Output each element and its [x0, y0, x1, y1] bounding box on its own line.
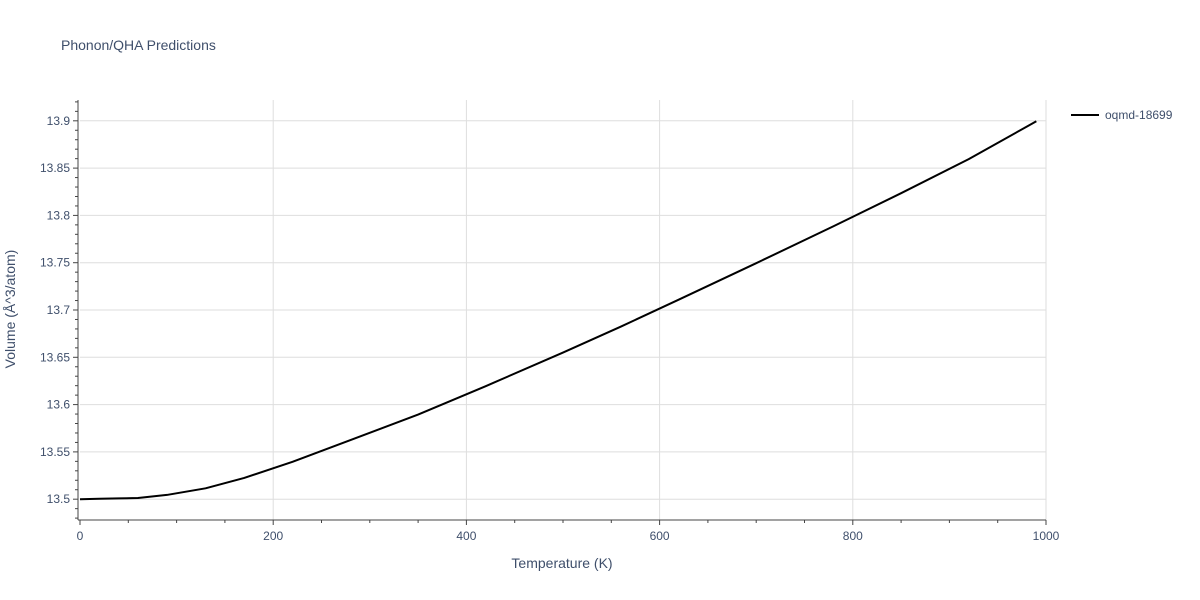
y-axis-title: Volume (Å^3/atom)	[2, 250, 18, 369]
x-tick-label: 1000	[1033, 529, 1060, 543]
y-tick-label: 13.85	[40, 161, 70, 175]
y-tick-label: 13.6	[47, 398, 71, 412]
chart-title: Phonon/QHA Predictions	[61, 37, 216, 53]
x-tick-label: 0	[77, 529, 84, 543]
x-tick-label: 400	[456, 529, 476, 543]
legend-label[interactable]: oqmd-18699	[1105, 108, 1173, 122]
y-tick-label: 13.7	[47, 303, 71, 317]
axes: 0 200 400 600 800 1000 13.5 13.55 13.6 13.65 13.7 1…	[40, 100, 1060, 543]
x-tick-label: 200	[263, 529, 283, 543]
y-tick-label: 13.8	[47, 208, 71, 222]
grid	[80, 100, 1047, 520]
series-layer	[79, 120, 1037, 501]
x-axis-title: Temperature (K)	[511, 555, 612, 571]
y-tick-label: 13.65	[40, 350, 70, 364]
y-tick-label: 13.55	[40, 445, 70, 459]
series-line	[79, 120, 1037, 501]
y-tick-label: 13.5	[47, 492, 71, 506]
y-tick-label: 13.9	[47, 114, 71, 128]
y-tick-label: 13.75	[40, 256, 70, 270]
x-tick-label: 600	[650, 529, 670, 543]
legend[interactable]: oqmd-18699	[1071, 108, 1173, 122]
x-tick-label: 800	[843, 529, 863, 543]
